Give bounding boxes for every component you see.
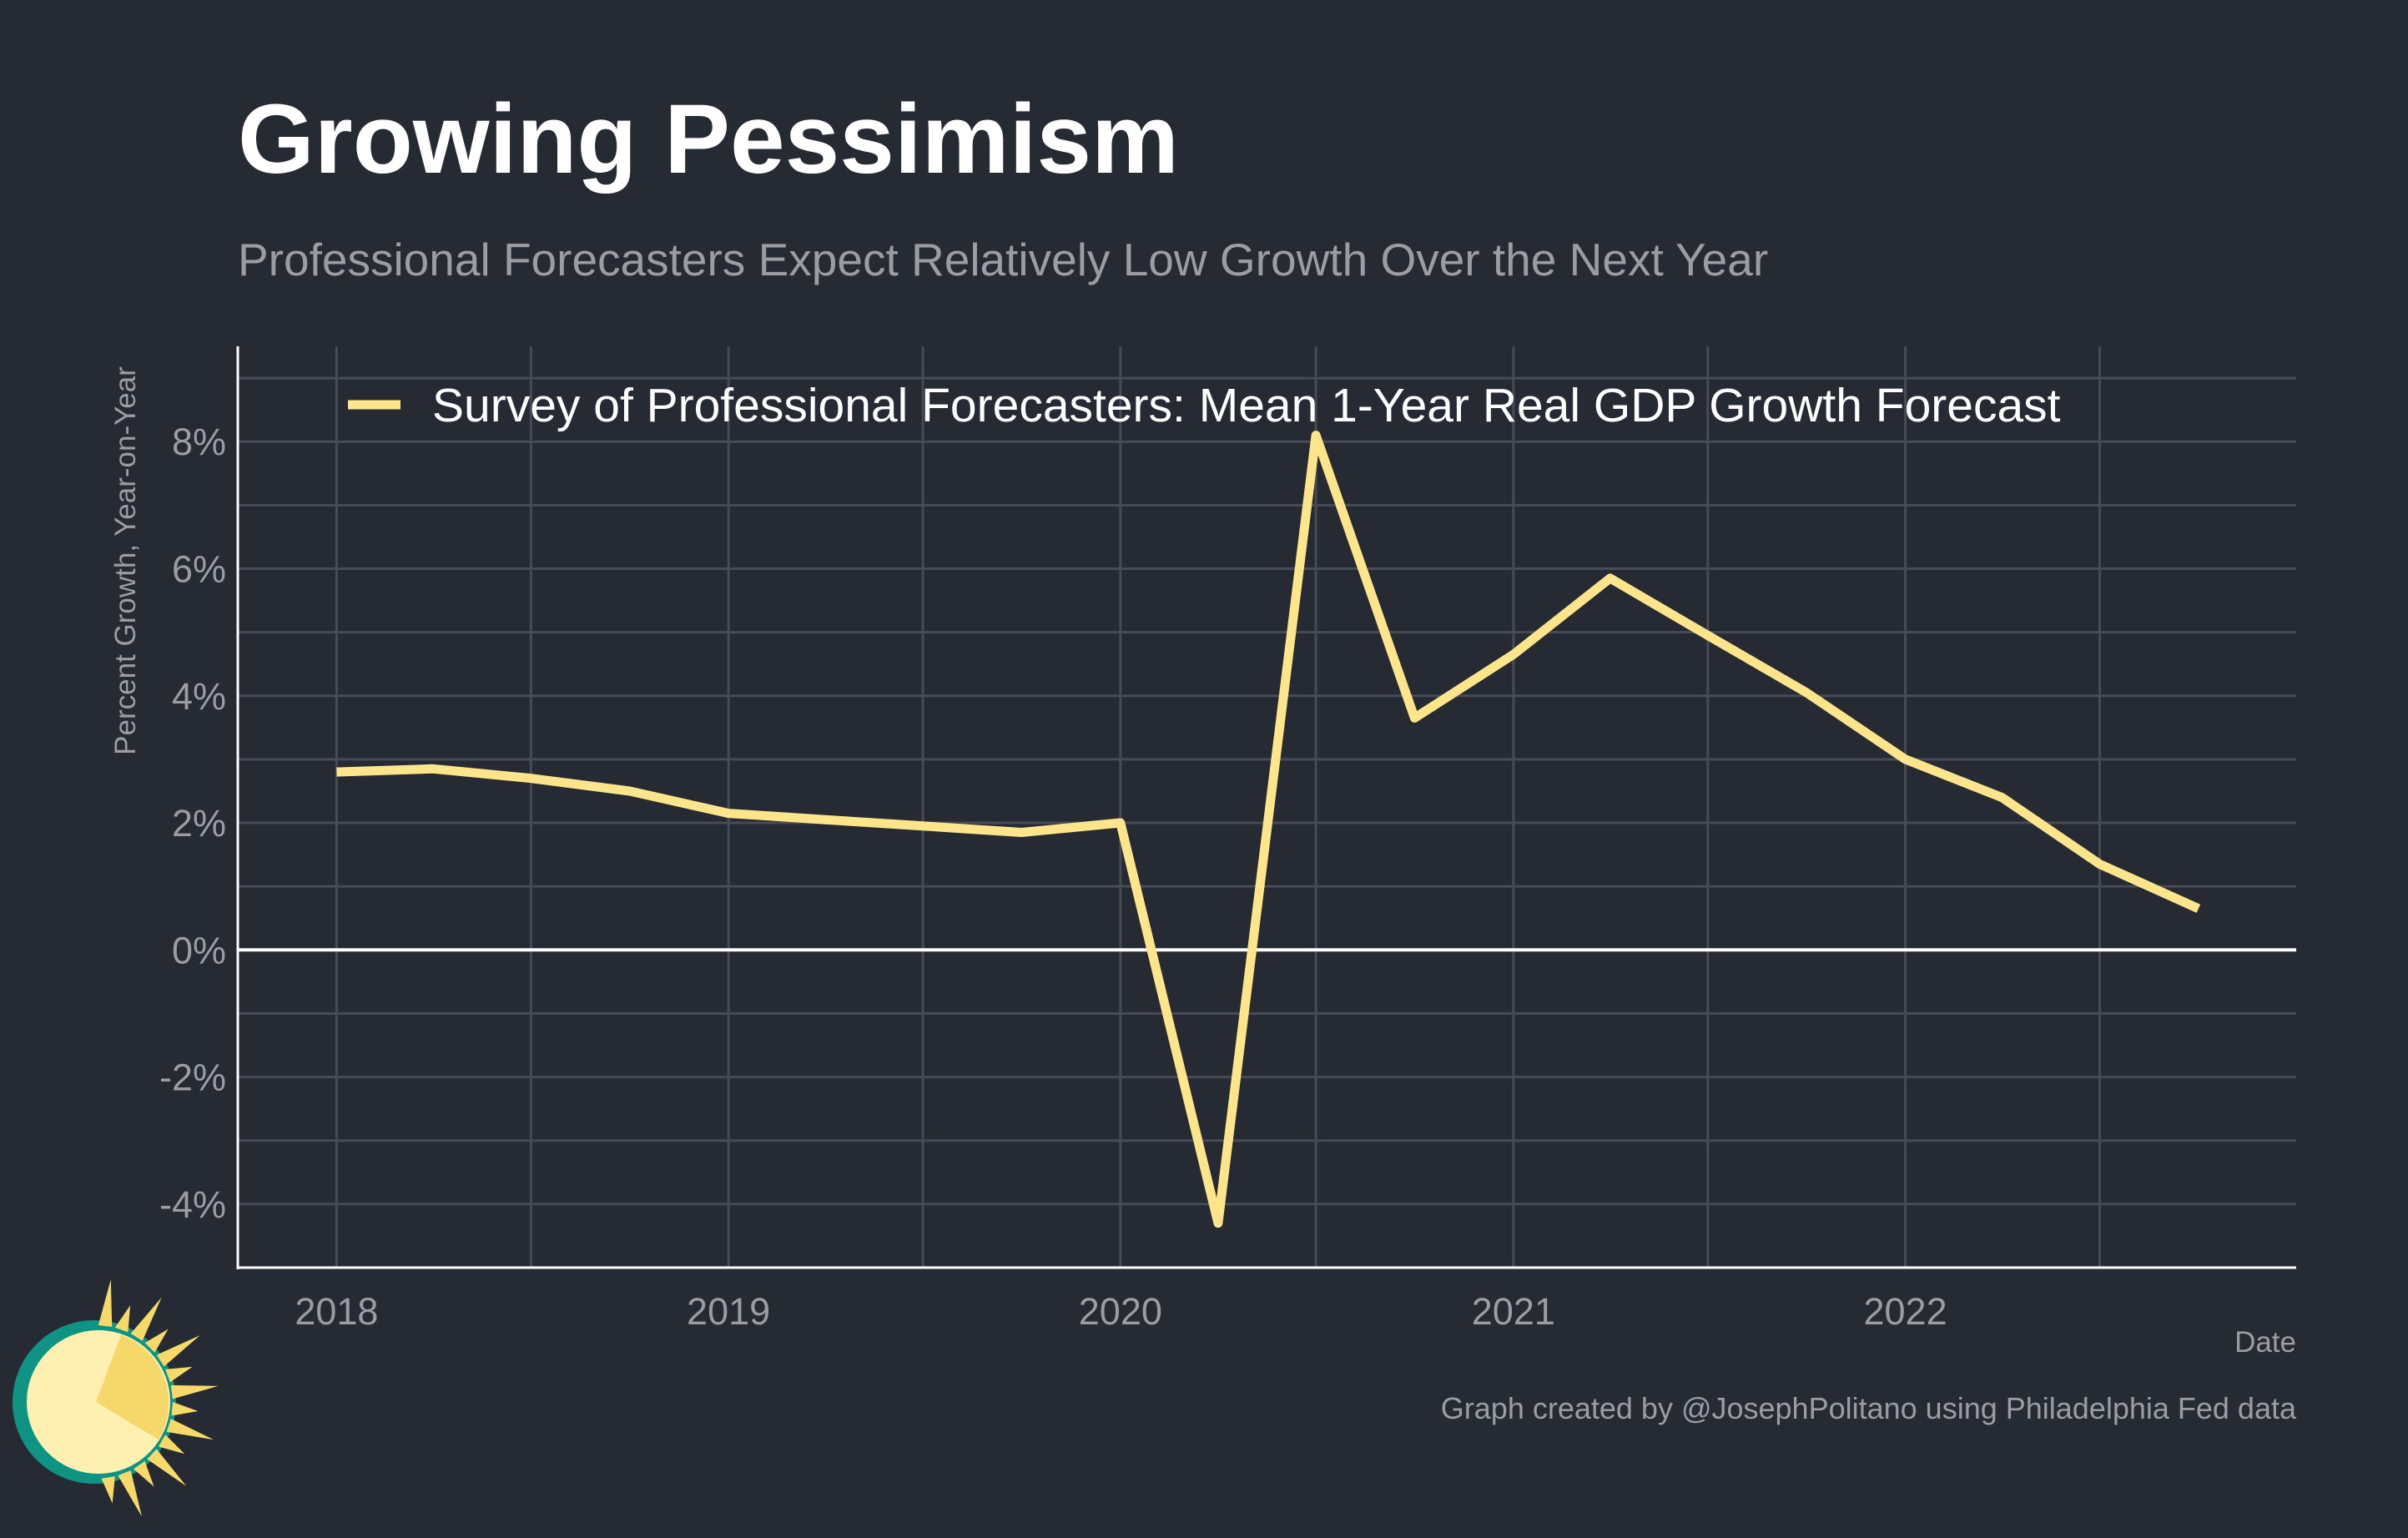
- y-tick-label: 2%: [172, 802, 226, 845]
- y-tick-label: 6%: [172, 547, 226, 590]
- legend: Survey of Professional Forecasters: Mean…: [348, 379, 2061, 432]
- y-tick-label: -4%: [159, 1183, 226, 1226]
- chart-title: Growing Pessimism: [238, 84, 1179, 194]
- sun-ray: [156, 1335, 200, 1367]
- sun-ray: [101, 1476, 115, 1504]
- sun-ray: [98, 1279, 113, 1328]
- y-tick-label: 4%: [172, 675, 226, 718]
- x-axis-label: Date: [2234, 1326, 2296, 1359]
- legend-label: Survey of Professional Forecasters: Mean…: [432, 379, 2061, 432]
- sun-logo: [13, 1279, 219, 1517]
- y-tick-label: 0%: [172, 929, 226, 971]
- y-tick-label: -2%: [159, 1056, 226, 1099]
- sun-ray: [165, 1366, 193, 1383]
- axes: [236, 346, 2296, 1269]
- x-tick-label: 2020: [1079, 1290, 1162, 1333]
- sun-ray: [171, 1402, 199, 1416]
- x-tick-label: 2021: [1472, 1290, 1555, 1333]
- y-axis-label: Percent Growth, Year-on-Year: [109, 366, 142, 755]
- sun-ray: [144, 1329, 169, 1353]
- sun-ray: [170, 1384, 219, 1399]
- sun-ray: [133, 1460, 154, 1487]
- sun-ray: [158, 1435, 185, 1455]
- sun-ray: [118, 1470, 143, 1517]
- sun-ray: [114, 1305, 131, 1333]
- sun-ray: [147, 1449, 187, 1486]
- x-tick-label: 2019: [687, 1290, 770, 1333]
- sun-shade: [96, 1335, 169, 1440]
- chart-subtitle: Professional Forecasters Expect Relative…: [238, 234, 1769, 285]
- tick-labels: -4% -2% 0% 2% 4% 6% 8% 2018 2019 2020 2021 2022: [159, 421, 1947, 1333]
- sun-ray: [130, 1297, 162, 1341]
- x-tick-label: 2022: [1864, 1290, 1947, 1333]
- y-tick-label: 8%: [172, 421, 226, 463]
- source-caption: Graph created by @JosephPolitano using P…: [1441, 1391, 2297, 1425]
- series-line-gdp-forecast: [336, 431, 2201, 1228]
- sun-ray: [166, 1419, 214, 1440]
- x-tick-label: 2018: [295, 1290, 378, 1333]
